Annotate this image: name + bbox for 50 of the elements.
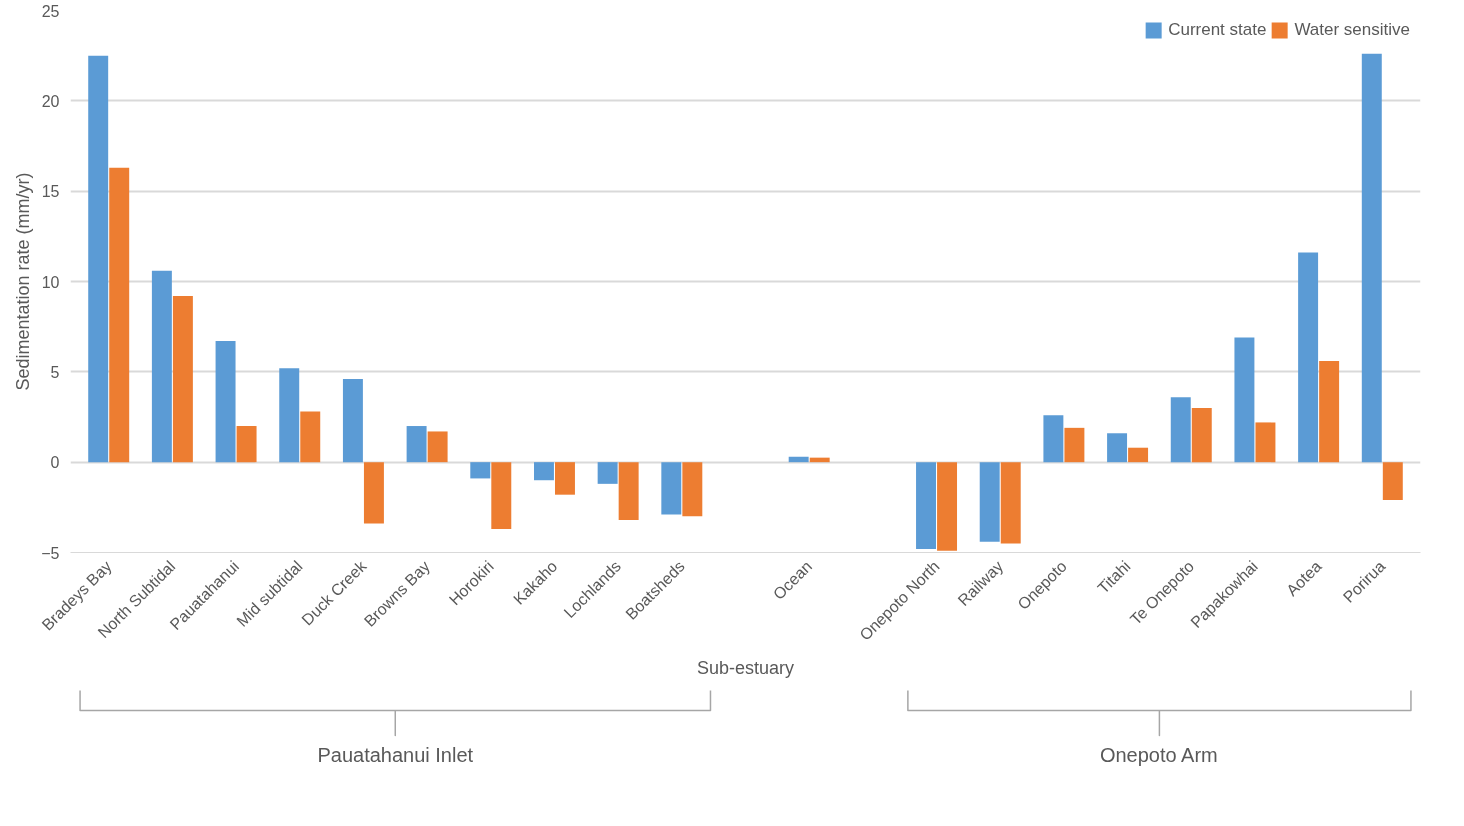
y-tick-label: 20 <box>41 92 60 110</box>
bar <box>554 462 575 495</box>
y-tick-label: −5 <box>41 544 60 562</box>
bar <box>1319 360 1340 463</box>
y-tick-label: 0 <box>50 454 60 472</box>
bar <box>916 462 937 549</box>
y-tick-label: 10 <box>41 273 60 291</box>
bar <box>937 462 958 551</box>
bar <box>1043 415 1064 463</box>
bar <box>597 462 618 484</box>
x-axis-title: Sub-estuary <box>696 657 795 678</box>
bar <box>1234 337 1255 463</box>
bar <box>682 462 703 517</box>
bar <box>1107 433 1128 463</box>
bar <box>109 167 130 463</box>
bar <box>1255 422 1276 463</box>
bar <box>215 341 236 463</box>
bar <box>363 462 384 524</box>
bar <box>151 270 172 463</box>
bar <box>788 456 809 463</box>
bar <box>661 462 682 515</box>
bar <box>618 462 639 520</box>
y-tick-label: 25 <box>41 2 60 20</box>
bar <box>427 431 448 463</box>
bar <box>979 462 1000 542</box>
bar <box>300 411 321 463</box>
bar <box>1191 407 1212 463</box>
bar <box>279 368 300 463</box>
y-tick-label: 5 <box>50 363 60 381</box>
bar <box>491 462 512 530</box>
bar <box>470 462 491 479</box>
y-axis-title: Sedimentation rate (mm/yr) <box>13 172 34 391</box>
y-tick-label: 15 <box>41 183 60 201</box>
bar <box>88 55 109 463</box>
bar <box>1298 252 1319 463</box>
text: Pauatahanui Inlet <box>317 743 474 766</box>
bar <box>533 462 554 481</box>
legend-label: Current state <box>1168 20 1267 40</box>
bar <box>406 426 427 463</box>
bar <box>236 426 257 463</box>
bar <box>1361 53 1382 463</box>
text: Onepoto Arm <box>1099 743 1218 766</box>
legend-label: Water sensitive <box>1294 20 1410 40</box>
bar <box>1170 397 1191 463</box>
bar <box>172 295 193 463</box>
bar <box>1064 427 1085 463</box>
bar <box>1382 462 1403 501</box>
bar <box>1128 447 1149 463</box>
bar <box>342 379 363 463</box>
bar <box>1000 462 1021 544</box>
